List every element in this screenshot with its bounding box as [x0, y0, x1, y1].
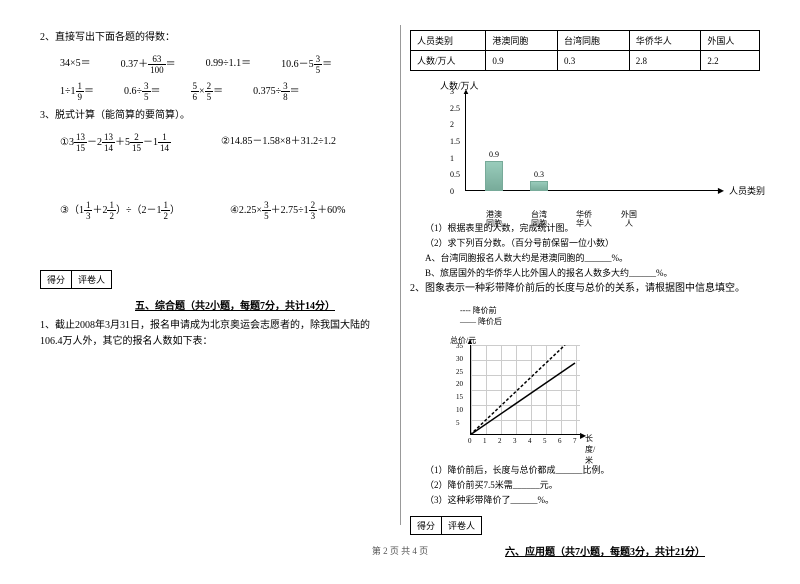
eq: 0.99÷1.1＝	[206, 54, 252, 75]
th: 华侨华人	[629, 31, 701, 51]
grader-label: 评卷人	[72, 271, 111, 288]
q2-2: （2）降价前买7.5米需______元。	[410, 478, 760, 491]
th: 台湾同胞	[558, 31, 630, 51]
td: 0.3	[558, 51, 630, 71]
left-column: 2、直接写出下面各题的得数： 34×5＝ 0.37＋63100＝ 0.99÷1.…	[40, 30, 390, 564]
x-axis	[465, 190, 720, 191]
eq: 10.6－535＝	[281, 54, 332, 75]
eq: 56×25＝	[191, 81, 224, 102]
q1-2b: B、旅居国外的华侨华人比外国人的报名人数多大约______%。	[410, 266, 760, 279]
page-footer: 第 2 页 共 4 页	[0, 544, 800, 557]
legend: ---- 降价前	[460, 305, 760, 316]
q3-row-1: ①31315－21314＋5215－1114 ②14.85－1.58×8＋31.…	[40, 132, 390, 153]
eq: ④2.25×35＋2.75÷123＋60%	[230, 200, 345, 221]
eq-row-2: 1÷119＝ 0.6÷35＝ 56×25＝ 0.375÷38＝	[40, 81, 390, 102]
chart-lines	[470, 345, 580, 435]
q3-row-2: ③（113＋212）÷（2－112） ④2.25×35＋2.75÷123＋60%	[40, 200, 390, 221]
score-box: 得分 评卷人	[40, 270, 112, 289]
q3-title: 3、脱式计算（能简算的要简算）。	[40, 108, 390, 124]
eq: ③（113＋212）÷（2－112）	[60, 200, 180, 221]
q2-3: （3）这种彩带降价了______%。	[410, 493, 760, 506]
table-row: 人员类别 港澳同胞 台湾同胞 华侨华人 外国人	[411, 31, 760, 51]
eq: 0.375÷38＝	[253, 81, 300, 102]
score-box-2: 得分 评卷人	[410, 516, 482, 535]
eq: 1÷119＝	[60, 81, 94, 102]
eq: ②14.85－1.58×8＋31.2÷1.2	[221, 132, 336, 153]
th: 外国人	[701, 31, 760, 51]
td: 2.2	[701, 51, 760, 71]
column-divider	[400, 25, 401, 525]
td: 2.8	[629, 51, 701, 71]
th: 人员类别	[411, 31, 486, 51]
y-axis	[465, 91, 466, 191]
gx-label: 长度/米	[585, 433, 600, 466]
td: 人数/万人	[411, 51, 486, 71]
eq: 0.37＋63100＝	[121, 54, 176, 75]
eq: ①31315－21314＋5215－1114	[60, 132, 171, 153]
eq: 34×5＝	[60, 54, 91, 75]
y-axis-label: 人数/万人	[440, 79, 479, 92]
eq-row-1: 34×5＝ 0.37＋63100＝ 0.99÷1.1＝ 10.6－535＝	[40, 54, 390, 75]
bar-chart: 人数/万人 ▲ ▶ 人员类别 32.521.510.50 0.9港澳同胞0.3台…	[440, 81, 760, 211]
q2-title: 2、图象表示一种彩带降价前后的长度与总价的关系，请根据图中信息填空。	[410, 281, 760, 297]
q5-1: 1、截止2008年3月31日，报名申请成为北京奥运会志愿者的，除我国大陆的106…	[40, 318, 390, 350]
x-arrow: ▶	[718, 186, 724, 195]
grader-label: 评卷人	[442, 517, 481, 534]
legend2: —— 降价后	[460, 316, 760, 327]
data-table: 人员类别 港澳同胞 台湾同胞 华侨华人 外国人 人数/万人 0.9 0.3 2.…	[410, 30, 760, 71]
x-axis-label: 人员类别	[729, 184, 765, 197]
section-5-title: 五、综合题（共2小题，每题7分，共计14分）	[120, 297, 390, 312]
q2-title: 2、直接写出下面各题的得数：	[40, 30, 390, 46]
td: 0.9	[486, 51, 558, 71]
legend-before: ---- 降价前	[460, 306, 497, 315]
eq: 0.6÷35＝	[124, 81, 161, 102]
legend-after: —— 降价后	[460, 317, 502, 326]
q1-2a: A、台湾同胞报名人数大约是港澳同胞的______%。	[410, 251, 760, 264]
th: 港澳同胞	[486, 31, 558, 51]
score-label: 得分	[41, 271, 72, 288]
line-chart: 总价/元 ▲ ▶ 长度/米 3530252015105 01234567	[450, 335, 600, 455]
score-label: 得分	[411, 517, 442, 534]
table-row: 人数/万人 0.9 0.3 2.8 2.2	[411, 51, 760, 71]
right-column: 人员类别 港澳同胞 台湾同胞 华侨华人 外国人 人数/万人 0.9 0.3 2.…	[410, 30, 760, 564]
